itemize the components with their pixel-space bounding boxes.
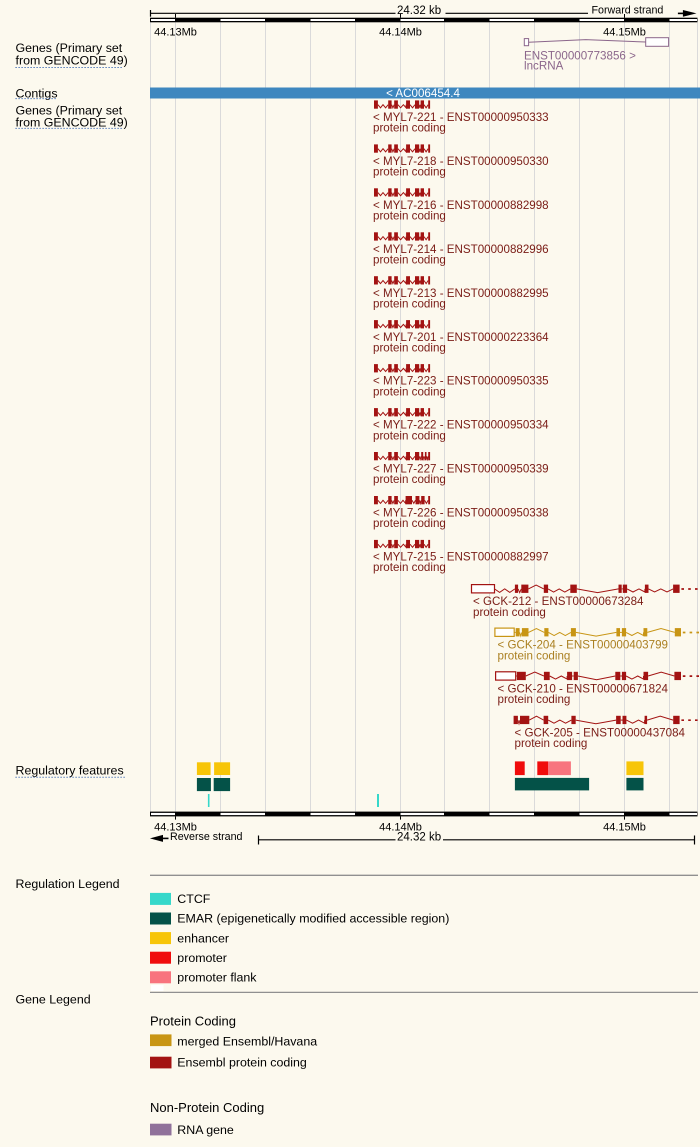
svg-text:protein coding: protein coding	[498, 693, 571, 706]
svg-text:protein coding: protein coding	[373, 341, 446, 354]
svg-text:protein coding: protein coding	[373, 429, 446, 442]
svg-text:< AC006454.4: < AC006454.4	[386, 87, 460, 100]
svg-text:< GCK-204 - ENST00000403799: < GCK-204 - ENST00000403799	[498, 639, 668, 652]
svg-text:protein coding: protein coding	[373, 297, 446, 310]
svg-text:Forward strand: Forward strand	[592, 5, 664, 17]
svg-text:lncRNA: lncRNA	[524, 60, 564, 73]
svg-text:Gene Legend: Gene Legend	[16, 992, 91, 1006]
svg-text:< MYL7-215 - ENST00000882997: < MYL7-215 - ENST00000882997	[373, 551, 549, 564]
svg-text:< GCK-210 - ENST00000671824: < GCK-210 - ENST00000671824	[498, 682, 669, 695]
svg-text:protein coding: protein coding	[515, 737, 588, 750]
svg-text:Reverse strand: Reverse strand	[170, 831, 243, 843]
svg-text:enhancer: enhancer	[177, 931, 229, 945]
svg-text:44.15Mb: 44.15Mb	[603, 27, 646, 39]
svg-text:from GENCODE 49): from GENCODE 49)	[16, 116, 128, 130]
svg-text:< MYL7-201 - ENST00000223364: < MYL7-201 - ENST00000223364	[373, 331, 549, 344]
svg-text:< MYL7-227 - ENST00000950339: < MYL7-227 - ENST00000950339	[373, 463, 549, 476]
svg-text:< GCK-212 - ENST00000673284: < GCK-212 - ENST00000673284	[473, 595, 644, 608]
svg-text:< MYL7-226 - ENST00000950338: < MYL7-226 - ENST00000950338	[373, 507, 549, 520]
svg-text:Ensembl protein coding: Ensembl protein coding	[177, 1055, 307, 1069]
svg-text:promoter flank: promoter flank	[177, 971, 257, 985]
svg-text:promoter: promoter	[177, 951, 227, 965]
svg-text:EMAR (epigenetically modified: EMAR (epigenetically modified accessible…	[177, 912, 449, 926]
svg-text:Regulatory features: Regulatory features	[16, 763, 124, 777]
svg-text:< MYL7-214 - ENST00000882996: < MYL7-214 - ENST00000882996	[373, 243, 549, 256]
svg-text:44.13Mb: 44.13Mb	[154, 821, 197, 833]
svg-text:Contigs: Contigs	[16, 86, 58, 100]
svg-text:protein coding: protein coding	[373, 517, 446, 530]
svg-text:44.14Mb: 44.14Mb	[379, 821, 422, 833]
svg-text:from GENCODE 49): from GENCODE 49)	[16, 53, 128, 67]
svg-text:protein coding: protein coding	[373, 166, 446, 179]
svg-text:Protein Coding: Protein Coding	[150, 1013, 236, 1028]
svg-text:protein coding: protein coding	[373, 385, 446, 398]
svg-text:< MYL7-213 - ENST00000882995: < MYL7-213 - ENST00000882995	[373, 287, 549, 300]
svg-text:< MYL7-221 - ENST00000950333: < MYL7-221 - ENST00000950333	[373, 111, 549, 124]
svg-text:< MYL7-218 - ENST00000950330: < MYL7-218 - ENST00000950330	[373, 155, 549, 168]
svg-text:Regulation Legend: Regulation Legend	[16, 877, 120, 891]
svg-text:44.14Mb: 44.14Mb	[379, 27, 422, 39]
svg-text:< MYL7-223 - ENST00000950335: < MYL7-223 - ENST00000950335	[373, 375, 549, 388]
svg-text:Non-Protein Coding: Non-Protein Coding	[150, 1100, 264, 1115]
svg-text:protein coding: protein coding	[373, 210, 446, 223]
svg-text:protein coding: protein coding	[373, 122, 446, 135]
svg-text:RNA gene: RNA gene	[177, 1123, 234, 1137]
svg-text:CTCF: CTCF	[177, 892, 210, 906]
svg-text:24.32 kb: 24.32 kb	[397, 832, 441, 844]
svg-text:merged Ensembl/Havana: merged Ensembl/Havana	[177, 1035, 317, 1049]
svg-text:Genes (Primary set: Genes (Primary set	[16, 41, 123, 55]
svg-text:< MYL7-222 - ENST00000950334: < MYL7-222 - ENST00000950334	[373, 419, 549, 432]
svg-text:44.13Mb: 44.13Mb	[154, 27, 197, 39]
svg-text:protein coding: protein coding	[498, 649, 571, 662]
svg-text:protein coding: protein coding	[373, 473, 446, 486]
svg-text:< MYL7-216 - ENST00000882998: < MYL7-216 - ENST00000882998	[373, 199, 549, 212]
svg-text:ENST00000773856 >: ENST00000773856 >	[524, 49, 636, 62]
svg-text:< GCK-205 - ENST00000437084: < GCK-205 - ENST00000437084	[515, 726, 686, 739]
svg-text:protein coding: protein coding	[373, 254, 446, 267]
svg-text:Genes (Primary set: Genes (Primary set	[16, 103, 123, 117]
svg-text:24.32 kb: 24.32 kb	[397, 5, 441, 17]
svg-text:44.15Mb: 44.15Mb	[603, 821, 646, 833]
svg-text:protein coding: protein coding	[373, 561, 446, 574]
svg-text:protein coding: protein coding	[473, 606, 546, 619]
